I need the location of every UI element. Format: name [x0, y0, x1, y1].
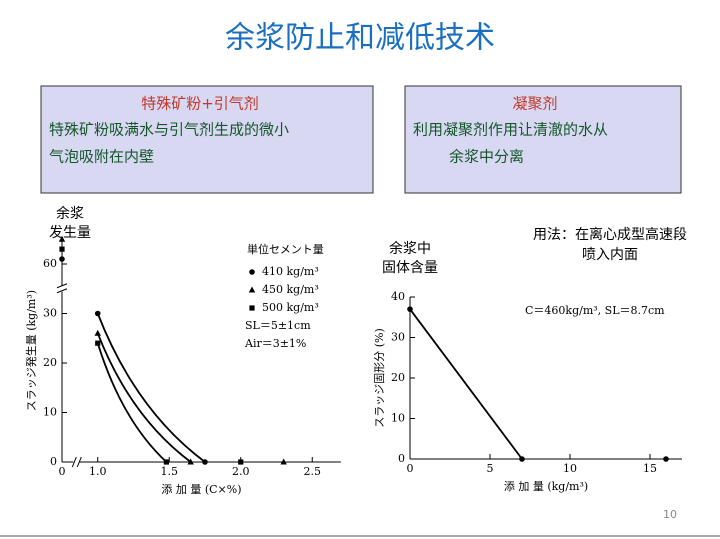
- box-text: 气泡吸附在内壁: [49, 148, 154, 166]
- legend-marker: [248, 286, 256, 293]
- legend-title: 単位セメント量: [247, 242, 324, 256]
- note: 余浆中: [389, 240, 431, 257]
- marker: [58, 235, 66, 242]
- y-tick-label: 30: [391, 331, 405, 344]
- marker: [59, 246, 65, 252]
- legend-marker: [249, 305, 255, 311]
- y-tick-label: 20: [391, 371, 405, 384]
- y-tick-label: 0: [50, 455, 57, 468]
- note: 喷入内面: [582, 247, 638, 263]
- x-tick-label: 1.5: [161, 465, 179, 478]
- legend-label: 450 kg/m³: [262, 283, 319, 296]
- marker: [519, 456, 525, 462]
- marker: [663, 456, 669, 462]
- x-tick-label: 10: [563, 462, 577, 475]
- note: 发生量: [49, 225, 91, 241]
- series-line: [96, 332, 192, 463]
- series-line: [96, 313, 206, 463]
- legend-marker: [249, 269, 255, 275]
- annotation: SL＝5±1cm: [245, 319, 311, 332]
- annotation: C＝460kg/m³, SL＝8.7cm: [525, 304, 665, 317]
- y-axis-label: スラッジ固形分 (%): [373, 328, 386, 428]
- x-tick-label: 5: [487, 462, 494, 475]
- marker: [163, 459, 169, 465]
- marker: [407, 306, 413, 312]
- box-title: 特殊矿粉+引气剂: [141, 95, 259, 113]
- marker: [95, 340, 101, 346]
- y-tick-label: 40: [391, 290, 405, 303]
- axis-break: [56, 283, 68, 294]
- marker: [187, 458, 194, 465]
- y-tick-label: 0: [398, 452, 405, 465]
- marker: [59, 256, 65, 262]
- x-tick-label: 2.5: [304, 465, 322, 478]
- x-tick-label: 15: [643, 462, 657, 475]
- axis-break: [73, 458, 80, 466]
- x-tick-label: 0: [407, 462, 414, 475]
- series-line: [409, 308, 523, 460]
- x-tick-label: 1.0: [89, 465, 107, 478]
- y-tick-label: 30: [43, 307, 57, 320]
- note: 余浆: [56, 205, 84, 222]
- box-text: 利用凝聚剂作用让清澈的水从: [413, 121, 608, 139]
- marker: [280, 458, 287, 465]
- box-text: 特殊矿粉吸满水与引气剂生成的微小: [49, 121, 289, 139]
- x-axis-label: 添 加 量 (kg/m³): [504, 479, 588, 493]
- x-tick-label: 2.0: [232, 465, 250, 478]
- y-tick-label: 10: [43, 406, 57, 419]
- marker: [94, 329, 101, 336]
- y-tick-label: 20: [43, 356, 57, 369]
- legend-label: 500 kg/m³: [262, 301, 319, 314]
- axis-break: [71, 456, 82, 468]
- series-line: [96, 342, 168, 463]
- x-tick-label: 0: [59, 465, 66, 478]
- box: [40, 85, 374, 194]
- y-axis-label: スラッジ発生量 (kg/m³): [24, 290, 38, 411]
- box: [404, 85, 682, 194]
- annotation: Air＝3±1%: [244, 337, 306, 350]
- marker: [94, 310, 101, 317]
- note: 用法：在离心成型高速段: [533, 226, 687, 243]
- x-axis-label: 添 加 量 (C×%): [161, 482, 241, 496]
- axis-break: [57, 285, 67, 292]
- legend-label: 410 kg/m³: [262, 265, 319, 278]
- box-title: 凝聚剂: [512, 95, 557, 113]
- marker: [238, 459, 244, 465]
- slide-title: 余浆防止和减低技术: [225, 21, 495, 56]
- y-tick-label: 60: [43, 257, 57, 270]
- page-number: 10: [663, 508, 677, 521]
- y-tick-label: 10: [391, 412, 405, 425]
- marker: [202, 459, 208, 465]
- note: 固体含量: [382, 260, 438, 276]
- box-text: 余浆中分离: [449, 148, 524, 166]
